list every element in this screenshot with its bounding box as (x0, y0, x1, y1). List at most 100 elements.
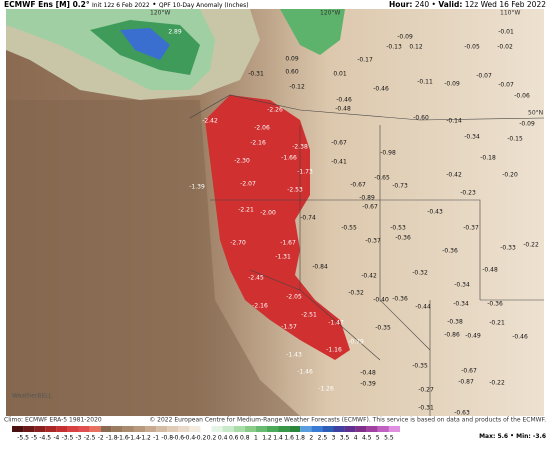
value-label: -2.00 (260, 210, 276, 217)
value-label: -0.20 (502, 172, 518, 179)
value-label: -0.09 (519, 121, 535, 128)
value-label: -0.43 (427, 209, 443, 216)
negative-anomaly-core (205, 95, 350, 360)
value-label: -0.46 (512, 334, 528, 341)
value-label: -0.14 (446, 118, 462, 125)
colorbar-cell (377, 426, 389, 432)
colorbar-cell (211, 426, 223, 432)
colorbar-label: 0.8 (240, 435, 250, 442)
value-label: -0.98 (380, 150, 396, 157)
value-label: -0.67 (331, 140, 347, 147)
value-label: -0.22 (523, 242, 539, 249)
value-label: 0.01 (333, 71, 347, 78)
value-label: -1.46 (297, 369, 313, 376)
value-label: -0.67 (461, 368, 477, 375)
colorbar-cell (289, 426, 301, 432)
colorbar-cell (156, 426, 168, 432)
value-label: -0.18 (480, 155, 496, 162)
value-label: -0.44 (415, 304, 431, 311)
colorbar-cell (355, 426, 367, 432)
colorbar-label: 0.4 (218, 435, 228, 442)
hour-label: Hour: (389, 0, 412, 9)
header-left: ECMWF Ens [M] 0.2° Init 12z 6 Feb 2022 •… (4, 0, 249, 9)
colorbar-label: 3 (332, 435, 336, 442)
grid-label: 110°W (500, 10, 520, 17)
value-label: 0.09 (285, 56, 299, 63)
value-label: -0.06 (514, 93, 530, 100)
colorbar-label: -1.4 (128, 435, 140, 442)
value-label: -0.21 (489, 320, 505, 327)
grid-label: 120°W (150, 10, 170, 17)
value-label: -2.26 (267, 107, 283, 114)
value-label: -0.48 (335, 106, 351, 113)
value-label: -1.57 (281, 324, 297, 331)
colorbar-label: 0.2 (207, 435, 217, 442)
positive-anomaly-blue (120, 28, 170, 60)
value-label: -0.63 (454, 410, 470, 417)
colorbar-cell (322, 426, 334, 432)
colorbar-cell (222, 426, 234, 432)
colorbar: -5.5 -5 -4.5 -4 -3.5 -3 -2.5 -2 -1.8 -1.6 -1.4 -1.2… (12, 426, 400, 442)
colorbar-cell (78, 426, 90, 432)
header-right: Hour: 240 • Valid: 12z Wed 16 Feb 2022 (389, 0, 546, 9)
value-label: -0.31 (418, 405, 434, 412)
colorbar-cell (12, 426, 24, 432)
colorbar-label: -4.5 (39, 435, 51, 442)
value-label: -1.47 (328, 320, 344, 327)
value-label: -0.48 (482, 267, 498, 274)
colorbar-label: 3.5 (340, 435, 350, 442)
max-min: Max: 5.6 • Min: -3.6 (479, 433, 546, 440)
colorbar-cell (56, 426, 68, 432)
colorbar-cell (311, 426, 323, 432)
value-label: -0.89 (359, 195, 375, 202)
colorbar-cell (266, 426, 279, 432)
value-label: -0.07 (476, 73, 492, 80)
value-label: -1.73 (297, 169, 313, 176)
value-label: -0.37 (365, 238, 381, 245)
value-label: -0.01 (498, 29, 514, 36)
valid-label: Valid: (438, 0, 462, 9)
value-label: -2.51 (301, 312, 317, 319)
borders (189, 94, 545, 416)
colorbar-label: -4 (53, 435, 59, 442)
colorbar-cell (200, 426, 212, 432)
value-label: -1.43 (286, 352, 302, 359)
value-label: -2.05 (286, 294, 302, 301)
value-label: -0.86 (444, 332, 460, 339)
colorbar-label: -2.5 (84, 435, 96, 442)
value-label: -0.05 (464, 44, 480, 51)
colorbar-label: -5 (31, 435, 37, 442)
value-label: -2.53 (287, 187, 303, 194)
copyright: © 2022 European Centre for Medium-Range … (149, 417, 546, 424)
header-bar (0, 0, 550, 8)
value-label: -0.36 (487, 301, 503, 308)
colorbar-cell (244, 426, 256, 432)
value-label: -0.42 (446, 172, 462, 179)
grid-label: 50°N (528, 110, 543, 117)
value-label: -1.39 (189, 184, 205, 191)
colorbar-label: -1.8 (106, 435, 118, 442)
logo: WeatherBELL (12, 393, 53, 400)
value-label: -0.79 (348, 339, 364, 346)
value-label: -2.38 (292, 144, 308, 151)
colorbar-label: -0.4 (184, 435, 196, 442)
colorbar-label: -0.8 (161, 435, 173, 442)
colorbar-cell (145, 426, 157, 432)
value-label: 2.89 (168, 29, 182, 36)
colorbar-cell (255, 426, 267, 432)
value-label: -0.35 (412, 363, 428, 370)
colorbar-label: -1.6 (117, 435, 129, 442)
value-label: -0.38 (447, 319, 463, 326)
colorbar-cell (100, 426, 112, 432)
value-label: -0.12 (289, 84, 305, 91)
value-label: -0.34 (453, 301, 469, 308)
colorbar-label: 2.5 (318, 435, 328, 442)
colorbar-label: 0.6 (229, 435, 239, 442)
colorbar-cell (300, 426, 312, 432)
value-label: -0.22 (489, 380, 505, 387)
value-label: -1.66 (281, 155, 297, 162)
value-label: -0.34 (454, 282, 470, 289)
graticule: 120°W 120°W 110°W 50°N (150, 10, 543, 117)
